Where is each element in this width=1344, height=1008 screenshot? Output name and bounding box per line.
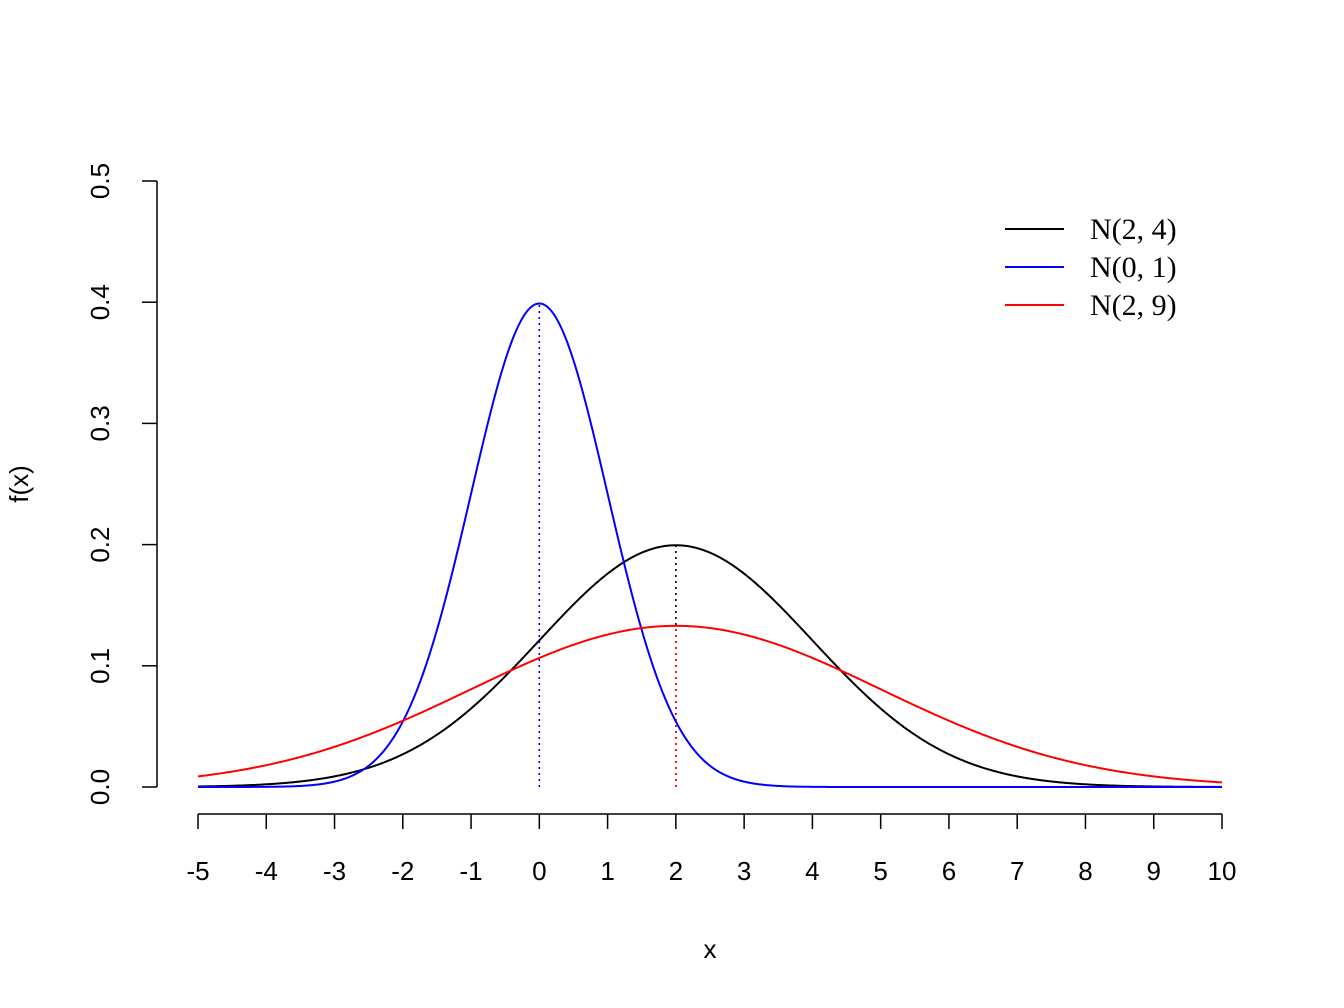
x-tick-label: 10	[1208, 856, 1237, 886]
x-tick-label: -3	[323, 856, 346, 886]
mean-lines	[538, 303, 677, 787]
x-tick-label: 3	[737, 856, 751, 886]
x-tick-label: -4	[255, 856, 278, 886]
x-tick-label: 1	[600, 856, 614, 886]
y-tick-label: 0.0	[85, 769, 115, 805]
density-curves	[197, 302, 1223, 788]
legend: N(2, 4) N(0, 1) N(2, 9)	[1005, 213, 1177, 322]
x-tick-label: -1	[460, 856, 483, 886]
x-tick-label: 5	[873, 856, 887, 886]
y-axis: 0.0 0.1 0.2 0.3 0.4 0.5	[85, 163, 158, 805]
x-tick-label: 9	[1146, 856, 1160, 886]
density-curve	[197, 624, 1223, 784]
x-tick-label: 2	[669, 856, 683, 886]
x-tick-label: -5	[186, 856, 209, 886]
legend-label: N(2, 4)	[1090, 213, 1177, 246]
x-tick-label: 4	[805, 856, 819, 886]
y-tick-label: 0.2	[85, 527, 115, 563]
x-tick-label: 7	[1010, 856, 1024, 886]
y-tick-label: 0.5	[85, 163, 115, 199]
density-curve	[198, 302, 1222, 788]
density-curve	[197, 544, 1223, 788]
x-tick-label: -2	[391, 856, 414, 886]
x-tick-label: 8	[1078, 856, 1092, 886]
y-tick-label: 0.1	[85, 648, 115, 684]
y-axis-title: f(x)	[4, 465, 34, 503]
y-tick-label: 0.4	[85, 284, 115, 320]
x-tick-label: 0	[532, 856, 546, 886]
x-axis-title: x	[704, 934, 717, 964]
x-tick-label: 6	[942, 856, 956, 886]
y-tick-label: 0.3	[85, 405, 115, 441]
x-axis: -5 -4 -3 -2 -1 0 1 2 3 4 5 6 7 8 9 10	[186, 813, 1237, 886]
legend-label: N(0, 1)	[1090, 251, 1177, 284]
legend-label: N(2, 9)	[1090, 289, 1177, 322]
